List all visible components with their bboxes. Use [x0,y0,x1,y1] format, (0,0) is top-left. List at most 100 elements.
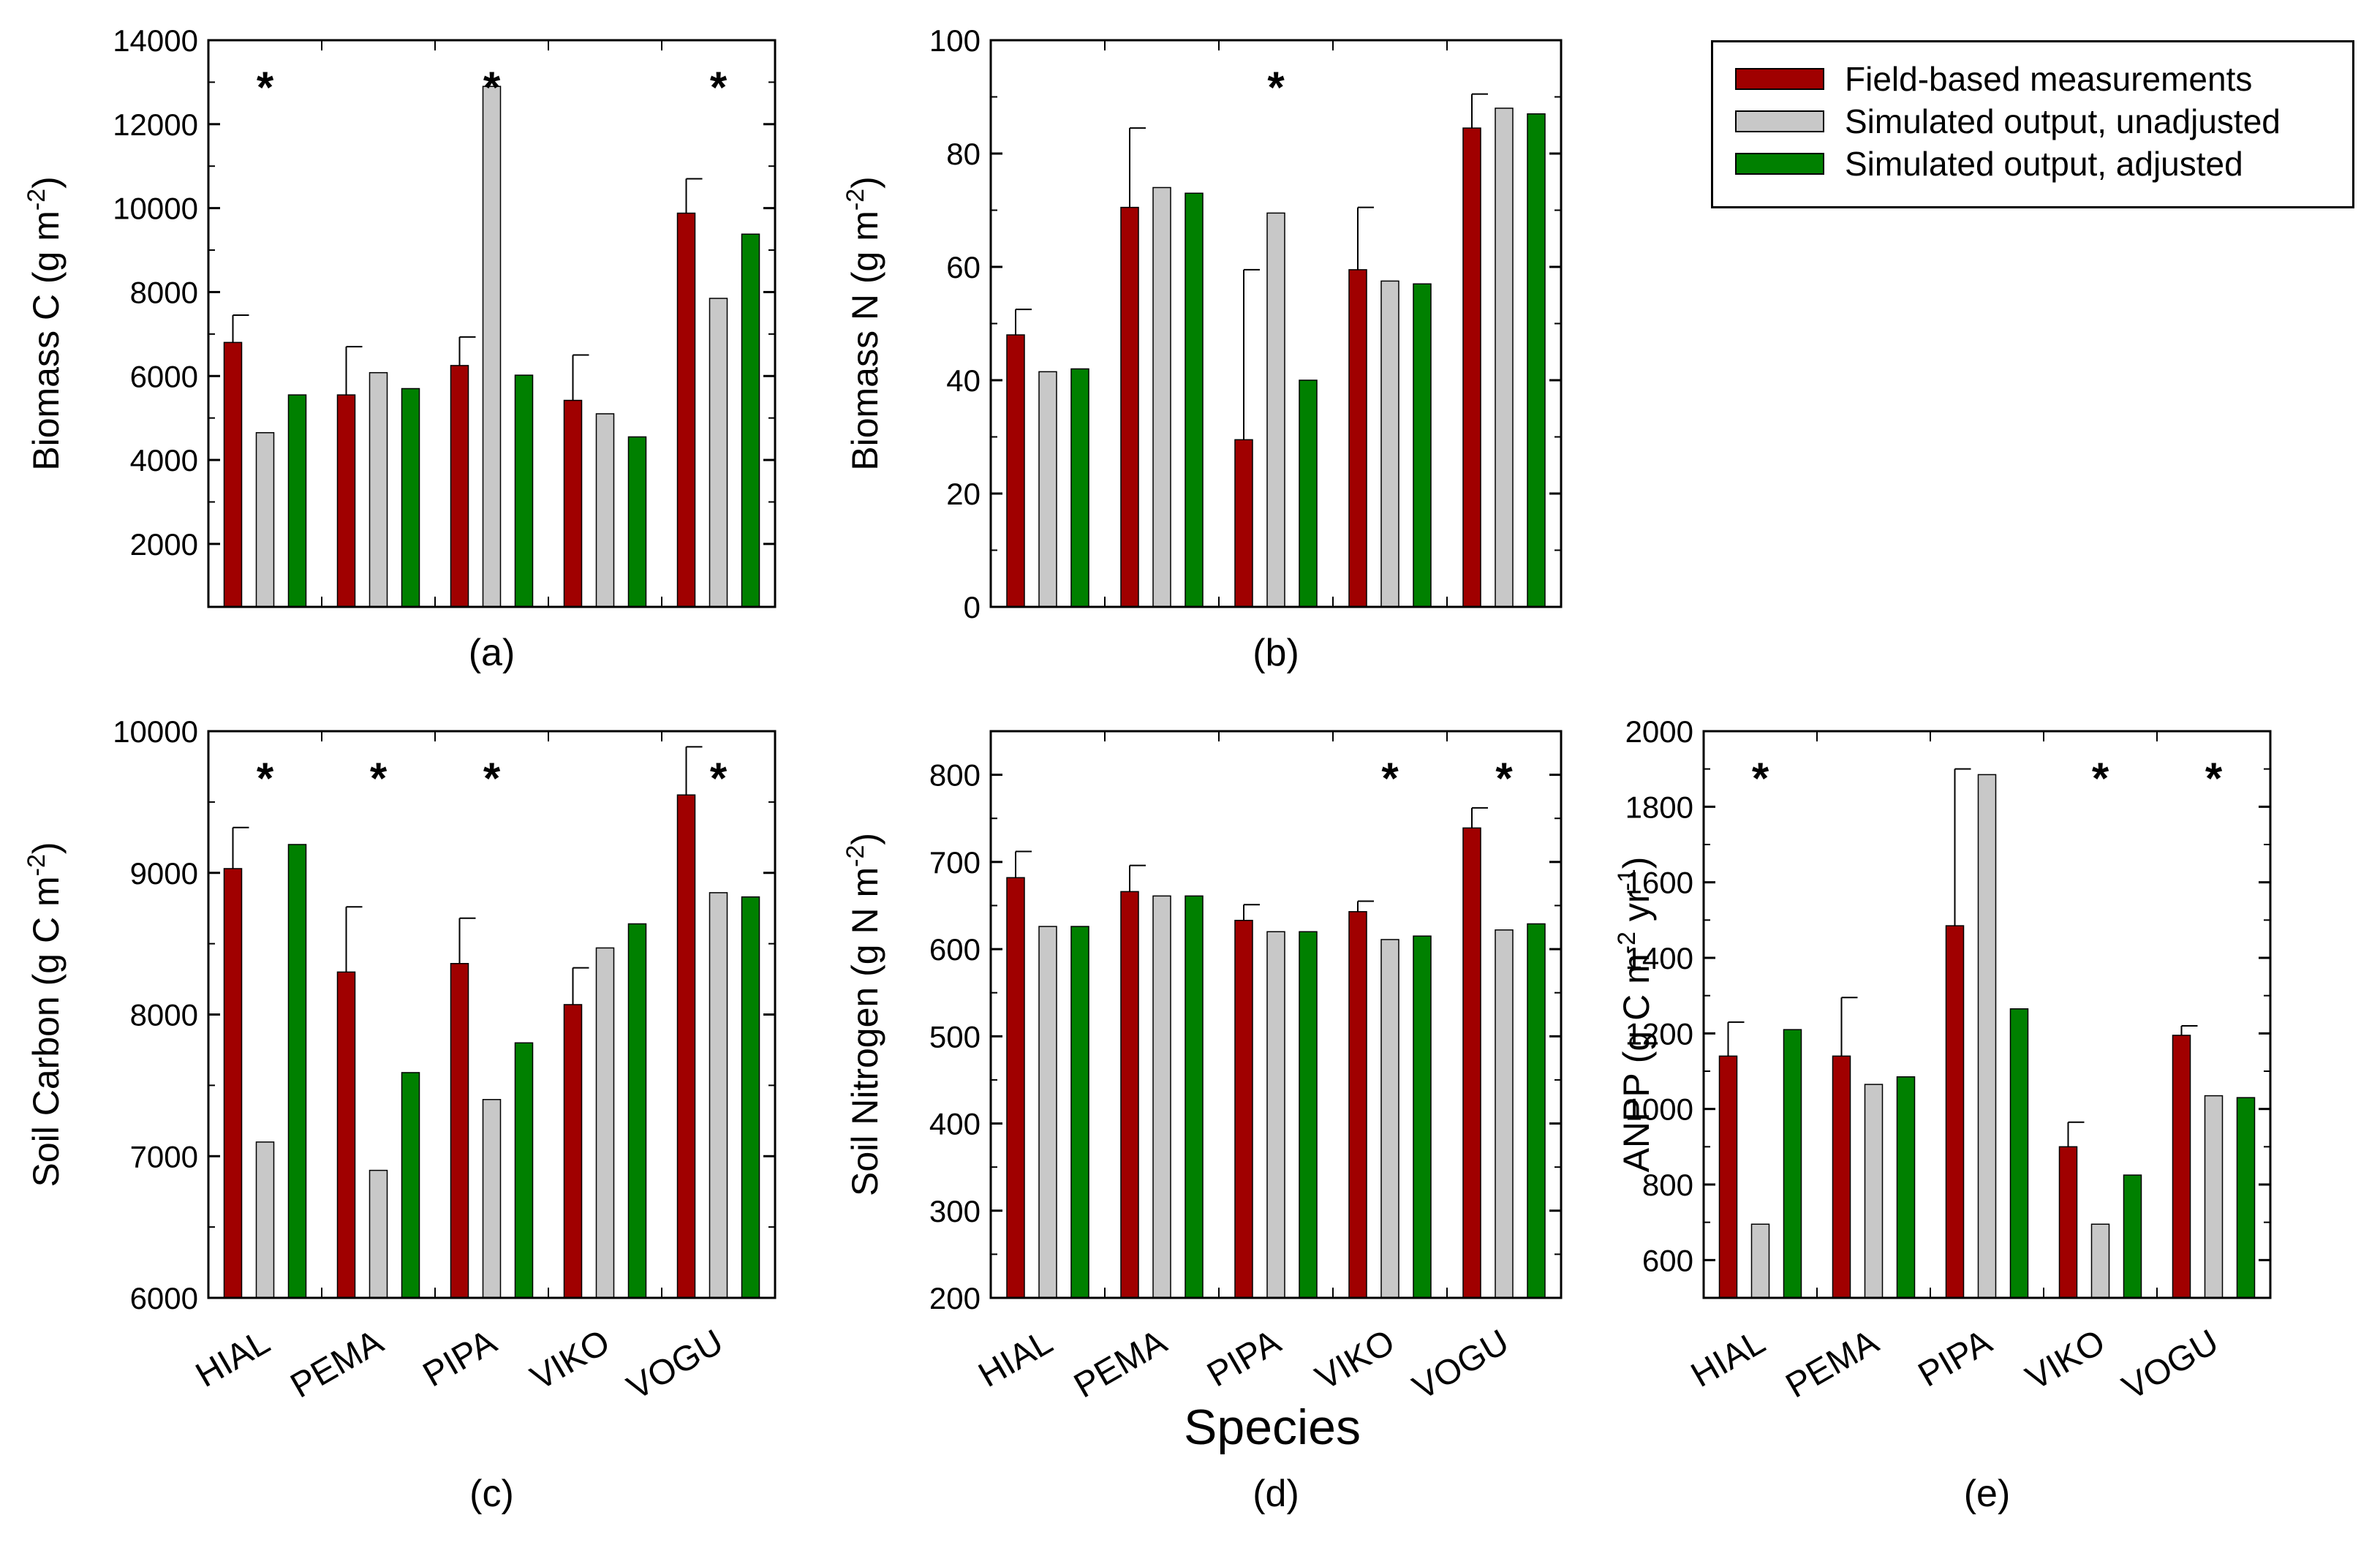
bar-a-hial-unadjusted [255,432,275,608]
y-axis-label-part: -2 [842,189,869,211]
bar-d-hial-unadjusted [1038,926,1057,1299]
panel-label-e: (e) [1964,1473,2011,1515]
y-tick-label-d: 700 [929,845,981,880]
bar-c-viko-field [563,1004,583,1299]
legend-label-adjusted: Simulated output, adjusted [1845,145,2243,183]
bar-a-vogu-adjusted [741,233,760,608]
bar-d-pema-adjusted [1185,895,1204,1299]
bar-c-hial-adjusted [287,844,307,1299]
bar-b-viko-adjusted [1413,283,1432,608]
bar-b-viko-field [1348,269,1367,608]
y-axis-label-part: -2 [23,189,50,211]
y-tick-label-e: 1600 [1625,866,1693,900]
y-tick-label-c: 8000 [130,998,198,1032]
y-tick-label-e: 600 [1642,1243,1693,1277]
bar-b-hial-field [1006,334,1025,608]
bar-d-pema-unadjusted [1152,895,1171,1299]
y-tick-label-d: 800 [929,758,981,793]
panel-label-b: (b) [1253,632,1299,674]
bar-e-viko-unadjusted [2090,1223,2110,1299]
significance-marker-c-hial: * [257,754,274,803]
y-axis-label-part: Soil Nitrogen (g N m [845,867,885,1196]
bar-a-pema-field [336,394,356,608]
y-axis-label-part: ) [26,176,67,189]
category-label-d-vogu: VOGU [1407,1323,1516,1408]
significance-marker-b-pipa: * [1267,63,1285,112]
bar-d-hial-adjusted [1070,926,1089,1299]
significance-marker-e-hial: * [1752,754,1769,803]
y-axis-label-b: Biomass N (g m-2) [842,176,885,471]
legend: Field-based measurements Simulated outpu… [1711,40,2354,208]
bar-d-vogu-unadjusted [1495,929,1514,1299]
bar-c-pema-field [336,971,356,1299]
y-tick-label-d: 600 [929,932,981,967]
bar-a-viko-unadjusted [595,413,615,608]
bar-b-pipa-unadjusted [1266,212,1285,608]
chart-panel-b: * 0 20 40 60 80 100 Biomass N (g m-2) (b) [842,23,1563,674]
bar-a-viko-field [563,399,583,608]
y-axis-label-part: ANPP (g C m [1616,953,1657,1172]
bar-d-pipa-field [1234,919,1253,1299]
panel-label-d: (d) [1253,1473,1299,1515]
bar-e-pipa-field [1945,925,1965,1299]
bar-b-viko-unadjusted [1380,280,1399,608]
bar-b-vogu-field [1462,127,1481,608]
bar-d-pema-field [1120,891,1139,1299]
bar-a-hial-adjusted [287,394,307,608]
shared-x-axis-label: Species [1184,1399,1361,1455]
y-axis-label-part: -2 [23,854,50,876]
bar-a-pema-adjusted [401,388,420,608]
bar-e-vogu-field [2172,1035,2191,1299]
bar-d-viko-field [1348,911,1367,1299]
chart-panel-d: HIAL PEMA PIPA * VIKO * VOGU 200 300 400 500 600 700… [842,730,1563,1515]
category-label-e-pipa: PIPA [1912,1323,1998,1395]
y-tick-label-e: 2000 [1625,714,1693,749]
bar-a-pipa-field [450,365,469,608]
legend-item-field: Field-based measurements [1735,60,2252,98]
chart-panel-e: * HIAL PEMA PIPA * VIKO * VOGU 600 800 1000 1200 140… [1613,714,2272,1515]
bar-c-pipa-unadjusted [482,1099,502,1299]
bar-e-viko-field [2058,1146,2078,1299]
bar-e-vogu-adjusted [2236,1097,2256,1299]
bar-e-pipa-adjusted [2009,1008,2029,1299]
bar-a-viko-adjusted [627,436,647,608]
bar-d-vogu-field [1462,827,1481,1299]
y-axis-label-part: -2 [1613,932,1641,953]
y-tick-label-e: 1400 [1625,941,1693,975]
y-axis-label-d: Soil Nitrogen (g N m-2) [842,833,885,1196]
category-label-d-pema: PEMA [1068,1323,1173,1406]
y-axis-label-e: ANPP (g C m-2 yr-1) [1613,857,1657,1173]
legend-label-unadjusted: Simulated output, unadjusted [1845,102,2281,140]
bar-c-viko-adjusted [627,923,647,1299]
significance-marker-a-vogu: * [710,63,728,112]
bar-e-pipa-unadjusted [1977,774,1997,1299]
panel-label-a: (a) [469,632,515,674]
significance-marker-e-vogu: * [2205,754,2223,803]
bar-d-viko-unadjusted [1380,939,1399,1299]
bar-a-pipa-unadjusted [482,86,502,608]
legend-swatch-adjusted [1735,153,1824,175]
legend-item-unadjusted: Simulated output, unadjusted [1735,102,2281,140]
category-label-c-viko: VIKO [524,1323,616,1398]
y-tick-label-a: 14000 [113,23,198,58]
bar-c-pema-unadjusted [369,1169,388,1299]
bar-b-pipa-adjusted [1299,379,1318,608]
y-tick-label-a: 12000 [113,107,198,142]
significance-marker-d-vogu: * [1495,754,1513,803]
bar-c-viko-unadjusted [595,947,615,1299]
y-tick-label-d: 500 [929,1019,981,1054]
category-label-d-viko: VIKO [1310,1323,1402,1398]
bar-e-pema-unadjusted [1864,1084,1884,1299]
y-tick-label-a: 2000 [130,527,198,562]
category-label-c-hial: HIAL [189,1323,276,1395]
significance-marker-a-hial: * [257,63,274,112]
bar-b-pipa-field [1234,439,1253,608]
bar-d-pipa-adjusted [1299,931,1318,1299]
bar-c-vogu-adjusted [741,896,760,1299]
bar-e-hial-adjusted [1783,1029,1802,1299]
category-label-c-pema: PEMA [284,1323,390,1406]
y-tick-label-c: 7000 [130,1139,198,1174]
y-tick-label-d: 200 [929,1281,981,1315]
y-axis-label-c: Soil Carbon (g C m-2) [23,842,67,1187]
bar-d-viko-adjusted [1413,935,1432,1299]
